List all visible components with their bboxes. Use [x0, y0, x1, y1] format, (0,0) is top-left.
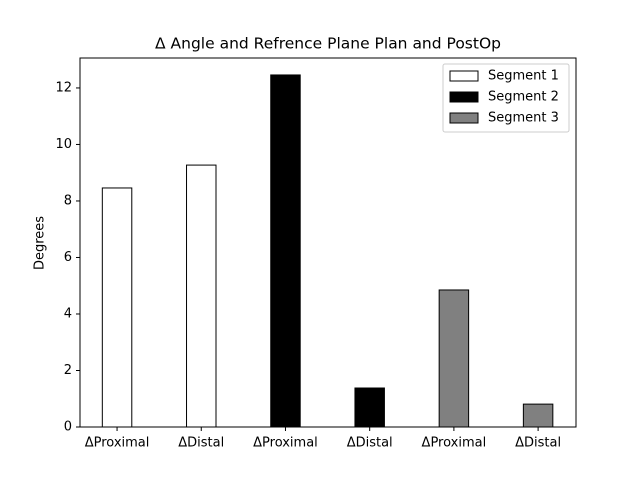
chart-title: Δ Angle and Refrence Plane Plan and Post…: [155, 35, 501, 53]
bar: [354, 387, 385, 428]
y-tick-label: 8: [64, 193, 72, 208]
legend-label: Segment 2: [488, 90, 559, 105]
y-tick-label: 6: [64, 250, 72, 265]
y-tick-label: 10: [55, 137, 72, 152]
y-tick-label: 12: [55, 80, 72, 95]
x-tick-label: ΔDistal: [178, 436, 224, 451]
legend-swatch: [449, 112, 479, 124]
x-tick-label: ΔProximal: [422, 436, 487, 451]
y-tick-label: 0: [64, 420, 72, 435]
legend-label: Segment 3: [488, 111, 559, 126]
x-tick-label: ΔDistal: [515, 436, 561, 451]
x-tick-label: ΔProximal: [85, 436, 150, 451]
bar: [186, 164, 217, 428]
legend-swatch: [449, 91, 479, 103]
bar: [438, 289, 470, 428]
bar: [522, 403, 554, 428]
legend-label: Segment 1: [488, 69, 559, 84]
bar: [270, 74, 301, 428]
x-tick-label: ΔProximal: [253, 436, 318, 451]
plot-frame: [79, 57, 577, 428]
bar: [101, 187, 133, 428]
y-tick-label: 2: [64, 363, 72, 378]
legend-swatch: [449, 70, 479, 82]
y-axis-label: Degrees: [33, 216, 48, 270]
x-tick-label: ΔDistal: [347, 436, 393, 451]
y-tick-label: 4: [64, 306, 72, 321]
